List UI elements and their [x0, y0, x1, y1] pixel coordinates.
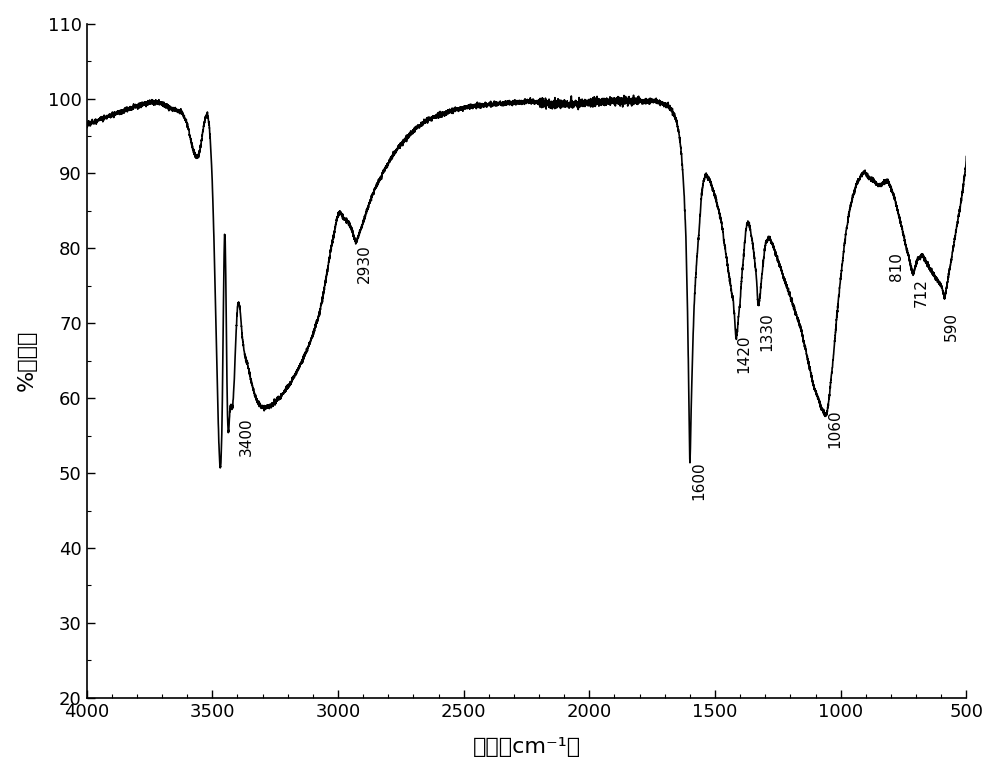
Text: 712: 712	[914, 279, 929, 307]
Y-axis label: %透射比: %透射比	[17, 330, 37, 392]
Text: 590: 590	[944, 312, 959, 341]
Text: 1330: 1330	[759, 312, 774, 351]
Text: 810: 810	[889, 252, 904, 281]
Text: 2930: 2930	[357, 245, 372, 283]
Text: 1060: 1060	[827, 409, 842, 448]
Text: 1420: 1420	[736, 334, 751, 373]
X-axis label: 波数（cm⁻¹）: 波数（cm⁻¹）	[472, 738, 581, 757]
Text: 3400: 3400	[239, 417, 254, 456]
Text: 1600: 1600	[691, 462, 706, 501]
